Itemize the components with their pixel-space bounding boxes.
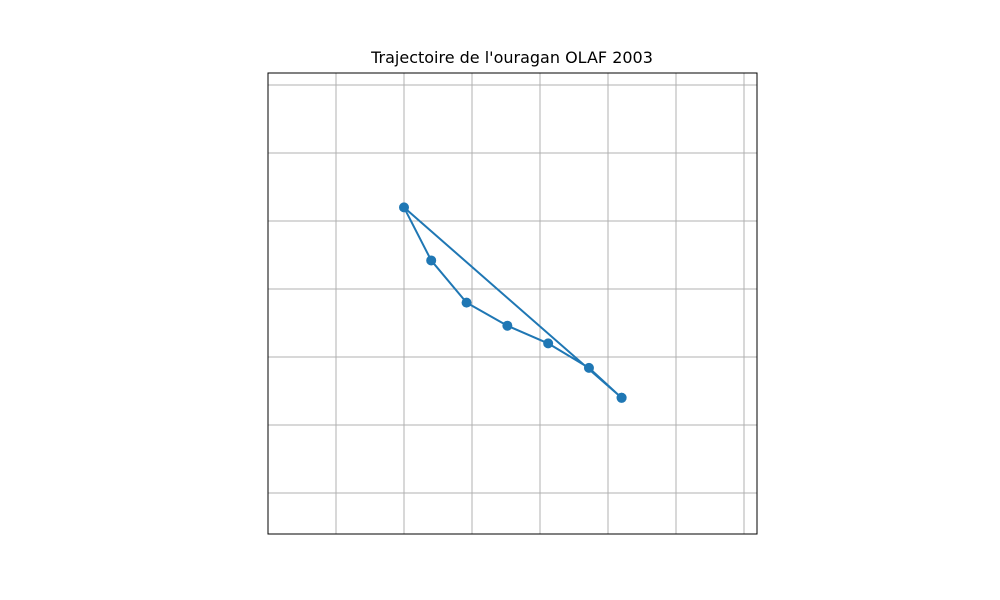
series-layer (399, 202, 627, 403)
track-point (502, 320, 513, 331)
chart-title: Trajectoire de l'ouragan OLAF 2003 (370, 48, 653, 67)
track-point (616, 392, 627, 403)
track-point (543, 338, 554, 349)
grid-lines (268, 73, 757, 534)
plot-area-frame (267, 72, 758, 535)
track-point (583, 362, 594, 373)
track-line (403, 206, 623, 399)
track-point (461, 297, 472, 308)
track-point (399, 202, 409, 213)
track-point (426, 255, 437, 266)
